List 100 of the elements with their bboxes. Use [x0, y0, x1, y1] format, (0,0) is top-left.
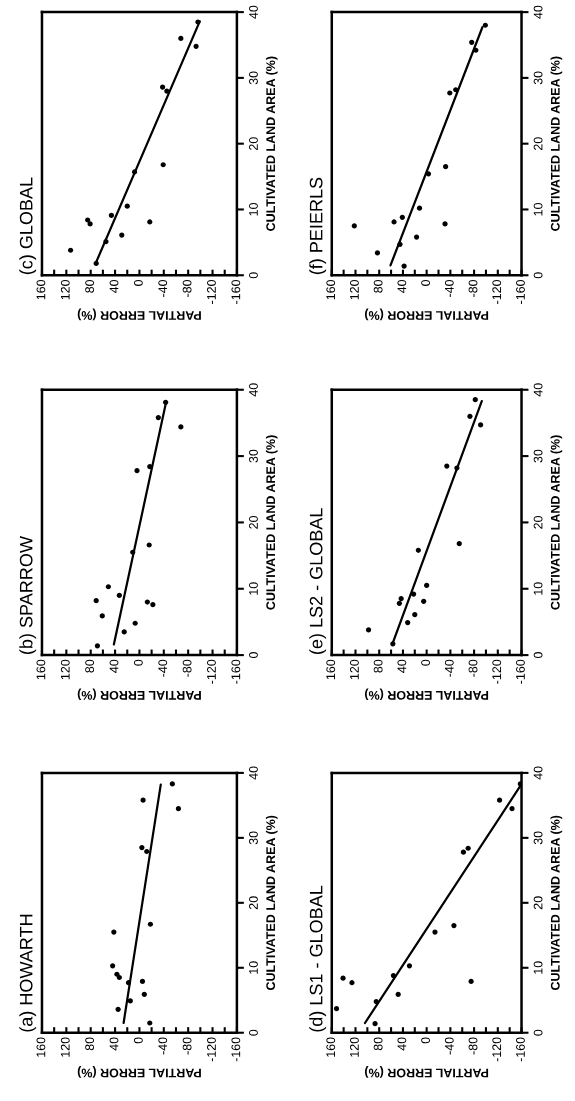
x-tick-label: -120 — [207, 659, 216, 684]
x-tick-label: 40 — [397, 1037, 407, 1051]
point — [155, 415, 161, 421]
x-tick-label: -160 — [231, 1037, 241, 1062]
y-axis-title: CULTIVATED LAND AREA (%) — [265, 435, 278, 610]
point — [105, 584, 111, 590]
point — [517, 781, 522, 787]
point — [454, 465, 460, 471]
y-tick-label: 40 — [249, 766, 258, 780]
point — [146, 542, 152, 548]
x-tick-label: 40 — [397, 659, 407, 673]
y-tick-label: 0 — [249, 1029, 258, 1036]
x-tick-label: -160 — [516, 659, 525, 684]
point — [140, 797, 146, 803]
y-tick-label: 10 — [249, 203, 258, 216]
x-tick-label: -160 — [516, 279, 525, 304]
x-tick-label: -160 — [231, 659, 241, 684]
y-tick-label: 0 — [533, 652, 543, 659]
text: (d) LS1 - GLOBAL — [309, 885, 327, 1032]
x-tick-label: -40 — [444, 1037, 454, 1055]
point — [94, 643, 101, 649]
x-tick-label: -120 — [492, 279, 502, 304]
x-tick-label: 160 — [326, 659, 336, 680]
point — [374, 250, 381, 256]
point — [110, 963, 116, 969]
point — [85, 217, 91, 223]
y-tick-label: 10 — [533, 961, 543, 974]
point — [397, 241, 403, 247]
y-tick-label: 40 — [249, 5, 258, 19]
point — [124, 203, 130, 209]
y-tick-label: 30 — [533, 449, 543, 463]
point — [451, 922, 457, 929]
y-tick-label: 30 — [533, 831, 543, 845]
x-tick-label: -80 — [182, 279, 192, 297]
y-axis-title: CULTIVATED LAND AREA (%) — [265, 815, 278, 991]
y-tick-label: 20 — [533, 137, 543, 150]
point — [405, 619, 411, 626]
y-tick-label: 40 — [533, 383, 543, 397]
point — [467, 413, 473, 419]
x-tick-label: -120 — [207, 1037, 216, 1062]
y-axis-title: CULTIVATED LAND AREA (%) — [550, 815, 563, 991]
point — [333, 1006, 340, 1012]
x-tick-label: 0 — [133, 659, 143, 666]
y-tick-label: 20 — [249, 896, 258, 910]
point — [87, 221, 93, 227]
x-tick-label: 120 — [350, 279, 359, 300]
point — [119, 232, 125, 238]
point — [169, 781, 175, 787]
x-tick-label: 0 — [133, 279, 143, 286]
x-tick-label: -80 — [468, 1037, 478, 1055]
point — [134, 468, 140, 474]
point — [340, 975, 346, 981]
point — [365, 627, 372, 633]
point — [399, 214, 405, 220]
x-tick-label: 80 — [85, 659, 95, 673]
text: (c) GLOBAL — [19, 177, 37, 275]
point — [478, 422, 484, 428]
point — [121, 629, 127, 635]
y-tick-label: 10 — [249, 582, 258, 595]
x-tick-label: -160 — [516, 1037, 525, 1062]
point — [147, 1020, 153, 1026]
point — [93, 598, 99, 604]
x-tick-label: 0 — [421, 659, 431, 666]
point — [144, 599, 150, 605]
point — [401, 263, 407, 269]
x-tick-label: -80 — [182, 659, 192, 677]
text: (e) LS2 - GLOBAL — [309, 508, 327, 654]
x-tick-label: -40 — [444, 659, 454, 677]
x-tick-label: 0 — [421, 1037, 431, 1044]
point — [116, 974, 122, 981]
x-tick-label: 40 — [397, 279, 407, 294]
x-tick-label: 0 — [133, 1037, 143, 1044]
point — [103, 239, 109, 245]
point — [447, 90, 453, 96]
x-tick-label: -40 — [444, 279, 454, 297]
x-tick-label: -120 — [492, 1037, 502, 1062]
y-tick-label: 0 — [533, 272, 543, 279]
y-tick-label: 10 — [533, 582, 543, 595]
point — [460, 849, 467, 855]
point — [432, 929, 438, 935]
point — [406, 963, 413, 969]
x-axis-title: PARTIAL ERROR (%) — [365, 1066, 489, 1078]
point — [108, 212, 115, 218]
point — [415, 547, 421, 553]
point — [416, 205, 423, 211]
point — [164, 88, 170, 94]
x-tick-label: -40 — [158, 659, 168, 677]
y-tick-label: 40 — [533, 5, 543, 19]
point — [372, 1021, 378, 1027]
point — [398, 596, 404, 602]
x-tick-label: -160 — [231, 279, 241, 304]
x-tick-label: 80 — [373, 659, 383, 673]
point — [93, 260, 99, 267]
point — [472, 397, 478, 403]
point — [349, 980, 355, 986]
point — [178, 35, 184, 42]
x-axis-title: PARTIAL ERROR (%) — [365, 688, 489, 701]
y-tick-label: 30 — [249, 71, 258, 85]
point — [453, 87, 459, 93]
point — [160, 162, 166, 168]
